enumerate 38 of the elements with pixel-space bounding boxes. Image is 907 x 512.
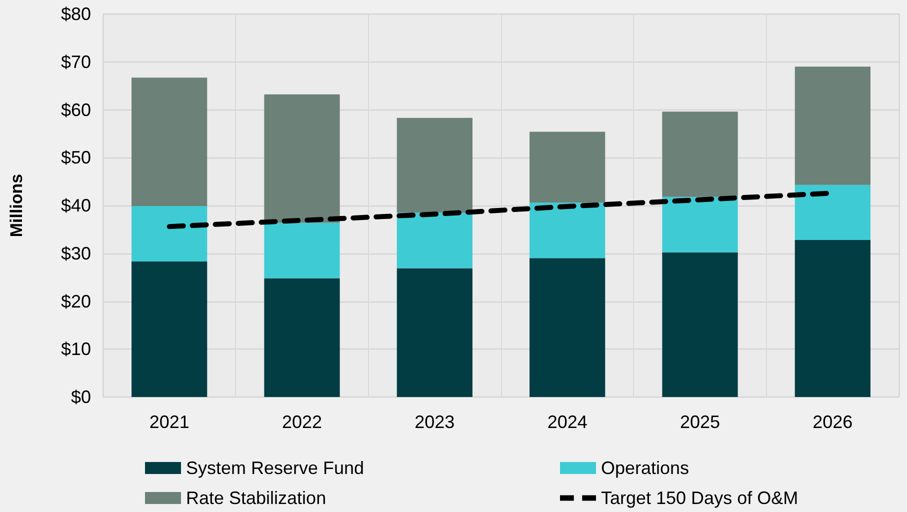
bar: [132, 206, 208, 262]
y-tick-label: $10: [60, 339, 91, 360]
bar: [794, 240, 870, 397]
bar: [530, 202, 606, 258]
bar: [794, 184, 870, 240]
bar: [132, 78, 208, 206]
bar: [662, 196, 738, 252]
x-tick-label: 2024: [547, 412, 588, 432]
bar: [132, 262, 208, 397]
bar: [794, 66, 870, 185]
bar: [530, 132, 606, 203]
y-tick-label: $40: [60, 196, 91, 216]
bar: [662, 252, 738, 397]
y-tick-label: $70: [60, 52, 91, 72]
bar: [396, 118, 472, 213]
y-tick-label: $50: [60, 148, 91, 168]
bar: [396, 268, 472, 397]
y-tick-label: $60: [60, 100, 91, 120]
y-tick-label: $30: [60, 243, 91, 264]
legend-label: Rate Stabilization: [186, 488, 326, 508]
bar: [264, 94, 340, 223]
x-tick-label: 2023: [414, 412, 455, 432]
bar: [662, 112, 738, 197]
x-tick-label: 2025: [680, 412, 720, 432]
x-tick-label: 2026: [812, 412, 853, 432]
y-tick-label: $0: [70, 387, 91, 407]
legend-label: Operations: [601, 458, 690, 478]
bar: [530, 258, 606, 397]
y-tick-label: $80: [60, 4, 91, 24]
y-axis-title: Millions: [7, 174, 26, 238]
x-tick-label: 2021: [149, 412, 190, 432]
bar: [264, 222, 340, 278]
y-tick-label: $20: [60, 291, 91, 312]
bar: [396, 212, 472, 268]
bar: [264, 278, 340, 397]
legend-label: System Reserve Fund: [186, 458, 364, 478]
legend-label: Target 150 Days of O&M: [601, 488, 798, 508]
x-tick-label: 2022: [282, 412, 322, 432]
